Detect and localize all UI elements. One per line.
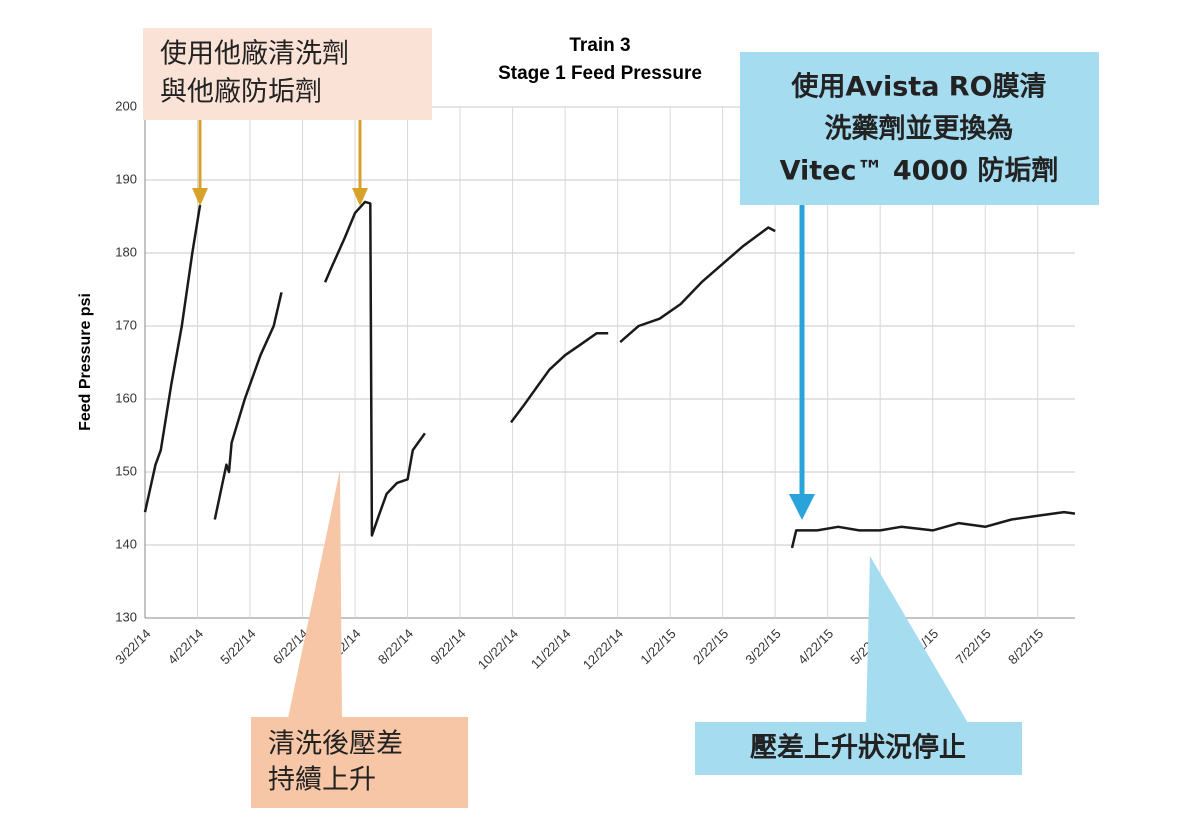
y-tick-label: 140 (115, 536, 137, 551)
annotation-text: 與他廠防垢劑 (160, 77, 322, 108)
arrow-head (789, 494, 815, 520)
y-tick-label: 130 (115, 609, 137, 624)
annotation-text: 使用他廠清洗劑 (160, 39, 349, 70)
callout-pointer (288, 470, 342, 718)
arrow-head (352, 188, 368, 206)
data-line (143, 200, 1076, 549)
y-tick-label: 180 (115, 244, 137, 259)
chart-title: Train 3 (569, 35, 630, 56)
arrow-head (192, 188, 208, 206)
annotation-box (251, 717, 468, 808)
chart-title: Stage 1 Feed Pressure (498, 63, 702, 84)
annotation-text: 使用Avista RO膜清 (790, 72, 1046, 103)
annotation-text: 洗藥劑並更換為 (825, 113, 1014, 145)
y-tick-label: 170 (115, 317, 137, 332)
plot (143, 200, 1076, 549)
y-axis-label: Feed Pressure psi (77, 293, 94, 431)
y-tick-label: 150 (115, 463, 137, 478)
callout-pointer (866, 556, 968, 723)
annotation-box (740, 52, 1099, 205)
annotation-text: 壓差上升狀況停止 (750, 732, 966, 764)
annotation-box (695, 722, 1022, 775)
annotation-text: 持續上升 (268, 765, 376, 796)
y-tick-label: 190 (115, 171, 137, 186)
annotation-text: Vitec™ 4000 防垢劑 (780, 155, 1059, 187)
y-tick-label: 160 (115, 390, 137, 405)
annotation-box (143, 28, 432, 120)
y-tick-label: 200 (115, 98, 137, 113)
annotation-text: 清洗後壓差 (268, 729, 403, 760)
